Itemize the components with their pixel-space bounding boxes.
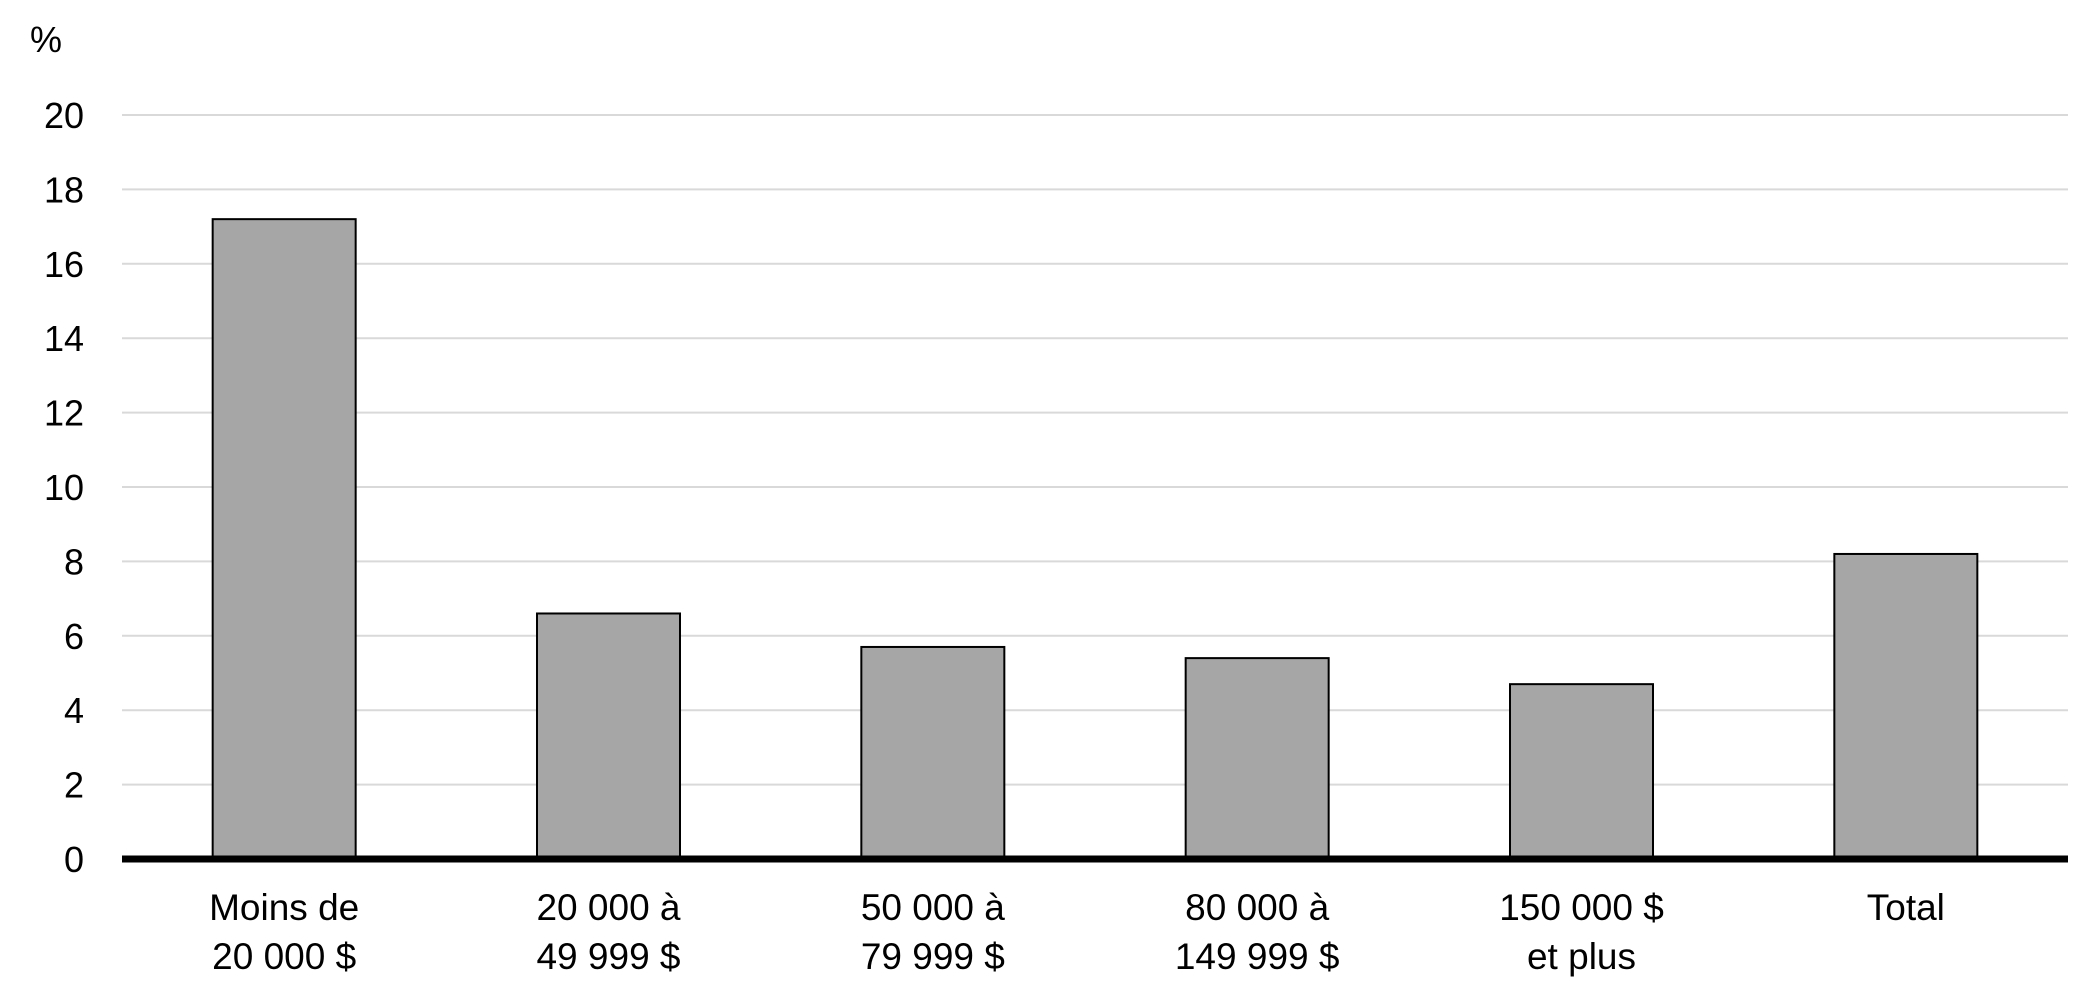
y-axis-unit-label: % (30, 19, 62, 60)
bar (536, 612, 681, 860)
x-category-label: 150 000 $ (1499, 887, 1664, 928)
bar (1509, 683, 1654, 860)
x-category-label: 49 999 $ (536, 936, 680, 977)
x-category-label: 80 000 à (1185, 887, 1329, 928)
y-tick-label: 10 (44, 467, 84, 508)
bar (1833, 552, 1979, 861)
x-category-label: Total (1867, 887, 1945, 928)
y-tick-label: 12 (44, 393, 84, 434)
x-category-label: et plus (1527, 936, 1636, 977)
y-tick-label: 0 (64, 839, 84, 880)
x-category-label: Moins de (209, 887, 359, 928)
bar (211, 218, 357, 861)
x-category-label: 149 999 $ (1175, 936, 1340, 977)
x-category-label: 50 000 à (861, 887, 1005, 928)
bar (1184, 657, 1330, 860)
y-axis-ticks: 0 2 4 6 8 10 12 14 16 18 20 (44, 95, 84, 880)
y-tick-label: 14 (44, 318, 84, 359)
y-tick-label: 6 (64, 616, 84, 657)
x-axis-category-labels: Moins de 20 000 $ 20 000 à 49 999 $ 50 000 à… (209, 887, 1945, 977)
y-tick-label: 8 (64, 541, 84, 582)
x-category-label: 79 999 $ (861, 936, 1005, 977)
x-category-label: 20 000 à (536, 887, 680, 928)
y-tick-label: 18 (44, 169, 84, 210)
y-tick-label: 4 (64, 690, 84, 731)
y-tick-label: 16 (44, 244, 84, 285)
bars (211, 218, 1979, 861)
bar (860, 645, 1006, 861)
y-tick-label: 2 (64, 765, 84, 806)
x-category-label: 20 000 $ (212, 936, 356, 977)
y-tick-label: 20 (44, 95, 84, 136)
gridlines (122, 114, 2068, 786)
